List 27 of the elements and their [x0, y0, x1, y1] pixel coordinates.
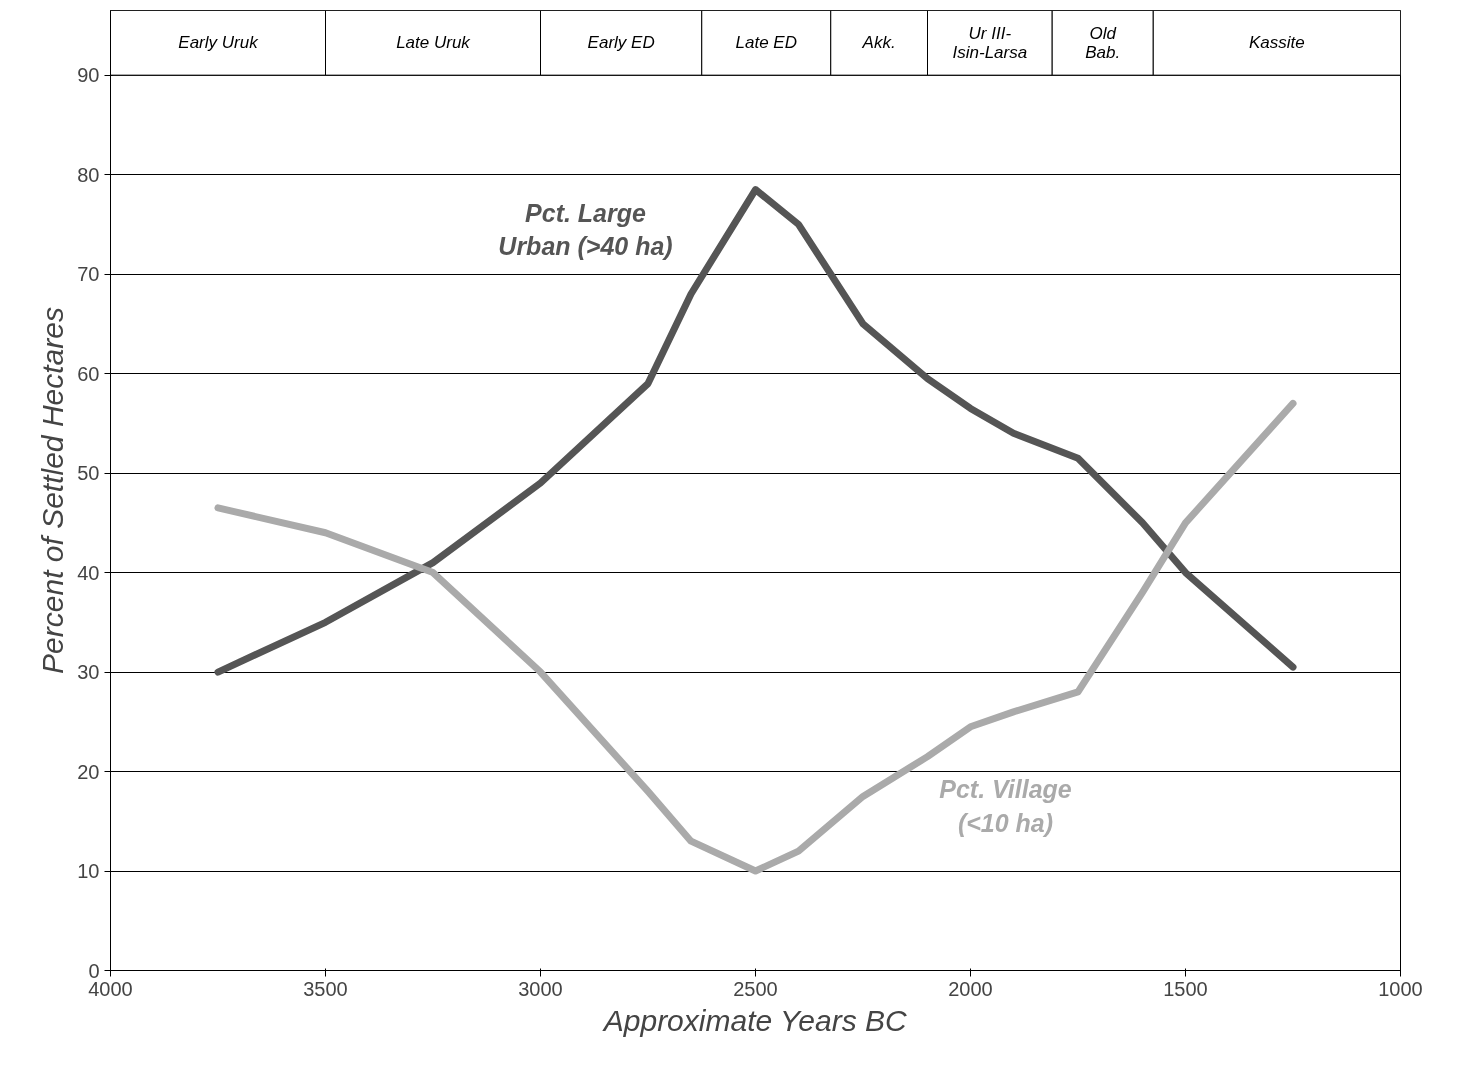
y-tick-label: 10: [77, 860, 100, 883]
y-tick-label: 90: [77, 64, 100, 87]
x-tick-label: 3000: [518, 977, 563, 1000]
y-tick-label: 30: [77, 661, 100, 684]
band-label: Akk.: [861, 33, 896, 53]
y-tick-label: 20: [77, 760, 100, 783]
band-label: Late ED: [735, 33, 797, 53]
band-label: Ur III- Isin-Larsa: [952, 23, 1028, 62]
x-tick-label: 2000: [948, 977, 993, 1000]
x-tick-label: 2500: [733, 977, 778, 1000]
y-tick-label: 40: [77, 561, 100, 584]
x-axis-title: Approximate Years BC: [601, 1003, 908, 1037]
y-tick-label: 60: [77, 362, 100, 385]
band-label: Early Uruk: [178, 33, 260, 53]
band-label: Late Uruk: [396, 33, 472, 53]
y-tick-label: 80: [77, 163, 100, 186]
x-tick-label: 3500: [303, 977, 348, 1000]
band-label: Old Bab.: [1085, 23, 1121, 62]
y-tick-label: 50: [77, 462, 100, 485]
y-axis-title: Percent of Settled Hectares: [36, 307, 70, 674]
x-tick-label: 1000: [1378, 977, 1423, 1000]
x-tick-label: 1500: [1163, 977, 1208, 1000]
series-label: Pct. Village (<10 ha): [939, 775, 1072, 837]
band-label: Kassite: [1249, 33, 1305, 53]
band-label: Early ED: [587, 33, 655, 53]
series-label: Pct. Large Urban (>40 ha): [498, 198, 673, 261]
y-tick-label: 70: [77, 263, 100, 286]
